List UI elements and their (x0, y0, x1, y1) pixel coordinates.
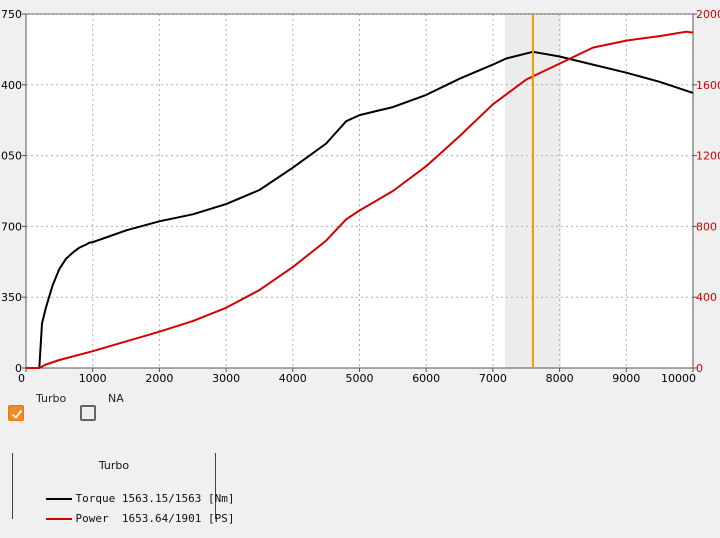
x-tick-label: 3000 (212, 372, 240, 382)
na-toggle-label: NA (108, 392, 124, 405)
x-tick-label: 10000 (661, 372, 696, 382)
y-right-tick-label: 1200 (696, 150, 720, 163)
x-tick-label: 7000 (479, 372, 507, 382)
x-tick-label: 8000 (546, 372, 574, 382)
chart-svg: 0350700105014001750040080012001600200001… (0, 8, 720, 382)
turbo-checkbox[interactable] (8, 405, 24, 421)
y-right-tick-label: 1600 (696, 79, 720, 92)
y-right-tick-label: 2000 (696, 8, 720, 21)
torque-line (26, 50, 694, 369)
y-left-tick-label: 1400 (0, 79, 22, 92)
y-right-tick-label: 800 (696, 220, 717, 233)
y-right-tick-label: 400 (696, 291, 717, 304)
legend-title: Turbo (98, 459, 130, 472)
y-left-tick-label: 700 (1, 220, 22, 233)
y-left-tick-label: 1050 (0, 150, 22, 163)
na-checkbox[interactable] (80, 405, 96, 421)
x-tick-label: 9000 (612, 372, 640, 382)
x-tick-label: 6000 (412, 372, 440, 382)
power-swatch (45, 518, 72, 520)
chart: 0350700105014001750040080012001600200001… (0, 8, 720, 382)
x-tick-label: 5000 (346, 372, 374, 382)
series-toggles: Turbo NA (8, 392, 268, 432)
legend: Turbo Torque 1563.15/1563 [Nm] Power 165… (12, 453, 234, 525)
y-left-tick-label: 350 (1, 291, 22, 304)
legend-torque-text: Torque 1563.15/1563 [Nm] (75, 492, 235, 505)
legend-row-torque: Torque 1563.15/1563 [Nm] (19, 479, 234, 518)
legend-row-power: Power 1653.64/1901 [PS] (19, 499, 234, 538)
turbo-toggle[interactable]: Turbo (8, 392, 78, 432)
legend-power-text: Power 1653.64/1901 [PS] (75, 512, 235, 525)
x-tick-label: 2000 (145, 372, 173, 382)
y-left-tick-label: 0 (15, 362, 22, 375)
y-left-tick-label: 1750 (0, 8, 22, 21)
power-line (26, 30, 694, 369)
turbo-toggle-label: Turbo (36, 392, 67, 405)
torque-swatch (45, 498, 72, 500)
x-tick-label: 0 (18, 372, 25, 382)
y-right-tick-label: 0 (696, 362, 703, 375)
checkmark-icon (11, 409, 23, 419)
x-tick-label: 1000 (79, 372, 107, 382)
na-toggle[interactable]: NA (80, 392, 150, 432)
x-tick-label: 4000 (279, 372, 307, 382)
